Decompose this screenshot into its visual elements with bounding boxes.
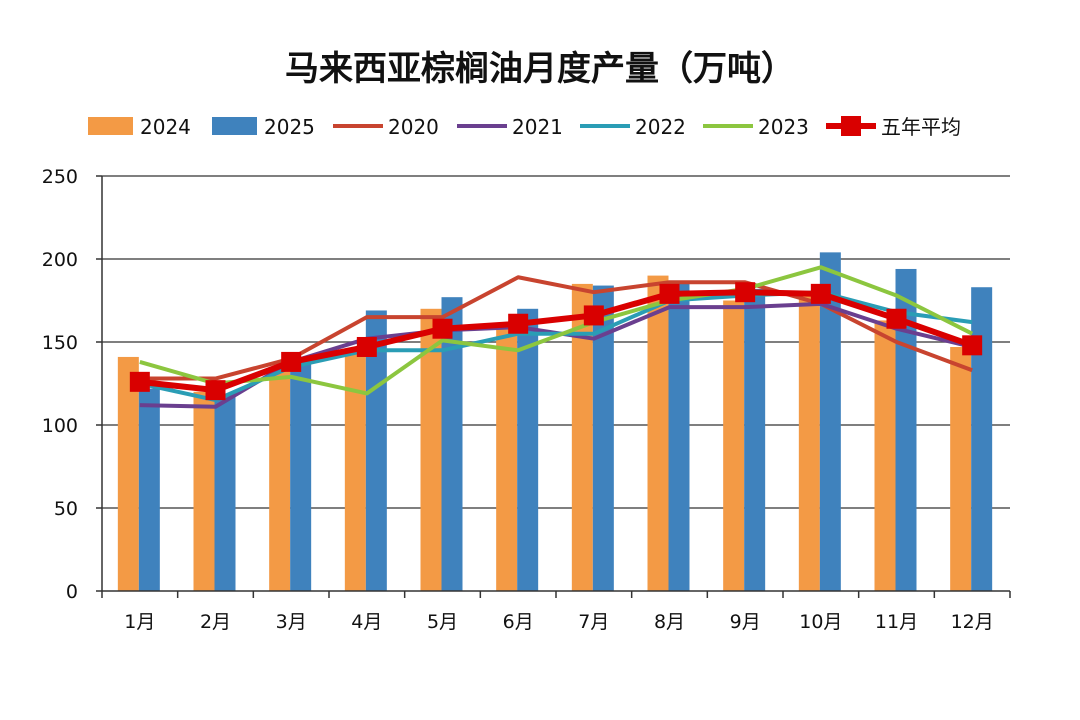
grid [102, 175, 1010, 509]
legend: 2024 2025 2020 2021 2022 2023 五年平均 [88, 115, 961, 139]
lines [129, 265, 983, 409]
bar-2024 [193, 391, 215, 591]
marker-五年平均 [129, 371, 150, 392]
bar-2024 [571, 283, 593, 591]
legend-label: 2024 [140, 115, 191, 139]
x-tick-label: 11月 [875, 611, 918, 633]
y-tick-label: 0 [66, 581, 78, 603]
line-2022 [139, 290, 973, 403]
bars [117, 252, 993, 592]
marker-五年平均 [962, 335, 983, 356]
y-tick-label: 150 [42, 332, 78, 354]
bar-2025 [441, 297, 463, 591]
bar-2024 [117, 356, 139, 591]
bar-2025 [971, 287, 993, 591]
x-tick-label: 2月 [200, 611, 231, 633]
x-tick-label: 9月 [730, 611, 761, 633]
legend-label: 2023 [758, 115, 809, 139]
legend-label: 五年平均 [881, 115, 961, 139]
marker-五年平均 [281, 351, 302, 372]
bar-2025 [744, 288, 766, 591]
line-2020 [139, 275, 973, 381]
chart-title: 马来西亚棕榈油月度产量（万吨） [285, 49, 795, 89]
bar-2024 [874, 320, 896, 591]
x-tick-label: 7月 [578, 611, 609, 633]
bar-2025 [290, 360, 312, 591]
bar-2025 [365, 310, 387, 591]
x-tick-label: 4月 [351, 611, 382, 633]
bar-2024 [269, 371, 291, 591]
legend-label: 2025 [264, 115, 315, 139]
marker-五年平均 [886, 308, 907, 329]
line-2023 [139, 265, 974, 396]
bar-2025 [819, 252, 841, 592]
legend-swatch-2025 [212, 117, 257, 135]
bar-2024 [496, 328, 518, 591]
x-tick-label: 8月 [654, 611, 685, 633]
bar-2025 [214, 395, 236, 591]
x-tick-label: 5月 [427, 611, 458, 633]
bar-2024 [723, 300, 745, 591]
x-tick-label: 12月 [951, 611, 994, 633]
bar-2024 [798, 295, 820, 591]
marker-五年平均 [205, 380, 226, 401]
bar-2024 [420, 308, 442, 591]
marker-五年平均 [810, 283, 831, 304]
bar-2024 [950, 346, 972, 591]
x-tick-label: 10月 [799, 611, 842, 633]
bar-2025 [517, 308, 539, 591]
bar-2025 [138, 388, 160, 591]
legend-label: 2022 [635, 115, 686, 139]
x-tick-label: 3月 [276, 611, 307, 633]
legend-swatch-2024 [88, 117, 133, 135]
legend-marker [841, 116, 861, 136]
marker-五年平均 [583, 305, 604, 326]
x-tick-label: 6月 [503, 611, 534, 633]
legend-label: 2020 [388, 115, 439, 139]
axes: 0 50 100 150 200 250 1月 2月 3月 4月 5月 6月 7月 8月 9月 10月 11月 1… [42, 166, 1011, 633]
y-tick-label: 250 [42, 166, 78, 188]
x-tick-label: 1月 [124, 611, 155, 633]
line-五年平均 [139, 289, 974, 394]
bar-2025 [668, 282, 690, 591]
legend-label: 2021 [512, 115, 563, 139]
marker-五年平均 [735, 282, 756, 303]
marker-五年平均 [508, 313, 529, 334]
y-tick-label: 50 [54, 498, 78, 520]
bar-2024 [344, 353, 366, 591]
y-tick-label: 100 [42, 415, 78, 437]
marker-五年平均 [659, 283, 680, 304]
marker-五年平均 [356, 336, 377, 357]
y-tick-label: 200 [42, 249, 78, 271]
marker-五年平均 [432, 318, 453, 339]
bar-2025 [592, 285, 614, 591]
bar-2024 [647, 275, 669, 591]
